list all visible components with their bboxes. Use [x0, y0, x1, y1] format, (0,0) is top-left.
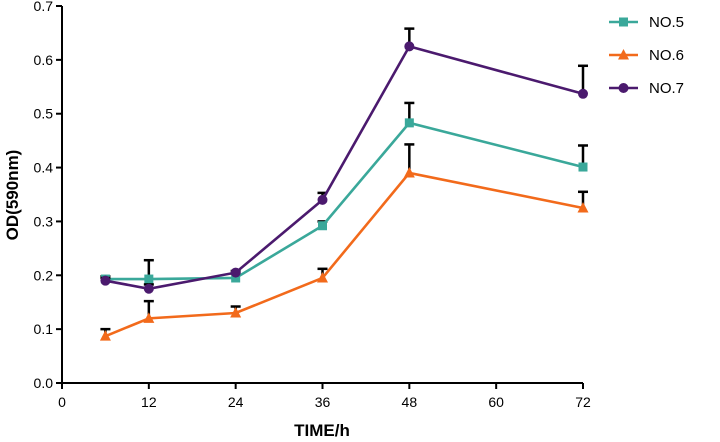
x-axis-title: TIME/h	[294, 421, 350, 440]
y-tick-label: 0.3	[34, 213, 54, 229]
data-point	[318, 221, 327, 231]
data-point	[404, 118, 414, 128]
y-tick-label: 0.1	[34, 321, 54, 337]
x-tick-label: 72	[575, 394, 591, 410]
series-line	[104, 171, 584, 338]
data-point	[404, 41, 415, 52]
y-ticks: 0.0 0.1 0.2 0.3 0.4 0.5 0.6 0.7	[34, 0, 62, 391]
data-point	[317, 194, 328, 205]
data-point	[578, 88, 588, 99]
legend: NO.5 NO.6 NO.7	[609, 14, 684, 97]
y-axis-title: OD(590nm)	[3, 150, 22, 241]
x-tick-label: 24	[228, 394, 244, 410]
y-tick-label: 0.4	[34, 160, 54, 176]
data-point	[578, 162, 588, 172]
data-point	[230, 267, 241, 278]
series-no7	[100, 27, 588, 294]
series-line	[105, 44, 584, 291]
series-no6	[99, 143, 589, 341]
data-point	[230, 306, 242, 318]
data-point	[317, 271, 328, 283]
legend-marker	[618, 83, 629, 93]
legend-item: NO.7	[609, 80, 684, 97]
x-tick-label: 36	[315, 394, 331, 410]
x-tick-label: 48	[402, 394, 418, 410]
x-ticks: 0 12 24 36 48 60 72	[58, 383, 591, 410]
y-tick-label: 0.7	[34, 0, 54, 14]
legend-label: NO.7	[649, 80, 684, 97]
series-line	[105, 121, 584, 281]
x-tick-label: 0	[58, 394, 66, 410]
data-point	[403, 166, 415, 178]
data-point	[577, 201, 589, 213]
data-point	[100, 275, 111, 286]
legend-label: NO.6	[649, 47, 684, 64]
y-tick-label: 0.2	[34, 267, 54, 283]
y-tick-label: 0.0	[34, 375, 54, 391]
y-tick-label: 0.6	[34, 52, 54, 68]
y-tick-label: 0.5	[34, 106, 54, 122]
legend-marker	[618, 49, 629, 60]
data-point	[99, 330, 111, 341]
data-point	[231, 273, 241, 283]
legend-item: NO.5	[609, 14, 684, 31]
series-layer	[99, 27, 589, 341]
x-tick-label: 60	[488, 394, 504, 410]
data-point	[143, 283, 154, 294]
legend-item: NO.6	[609, 47, 684, 64]
x-tick-label: 12	[141, 394, 157, 410]
data-point	[143, 312, 155, 323]
legend-label: NO.5	[649, 14, 684, 31]
data-point	[144, 274, 154, 284]
legend-marker	[619, 17, 628, 27]
